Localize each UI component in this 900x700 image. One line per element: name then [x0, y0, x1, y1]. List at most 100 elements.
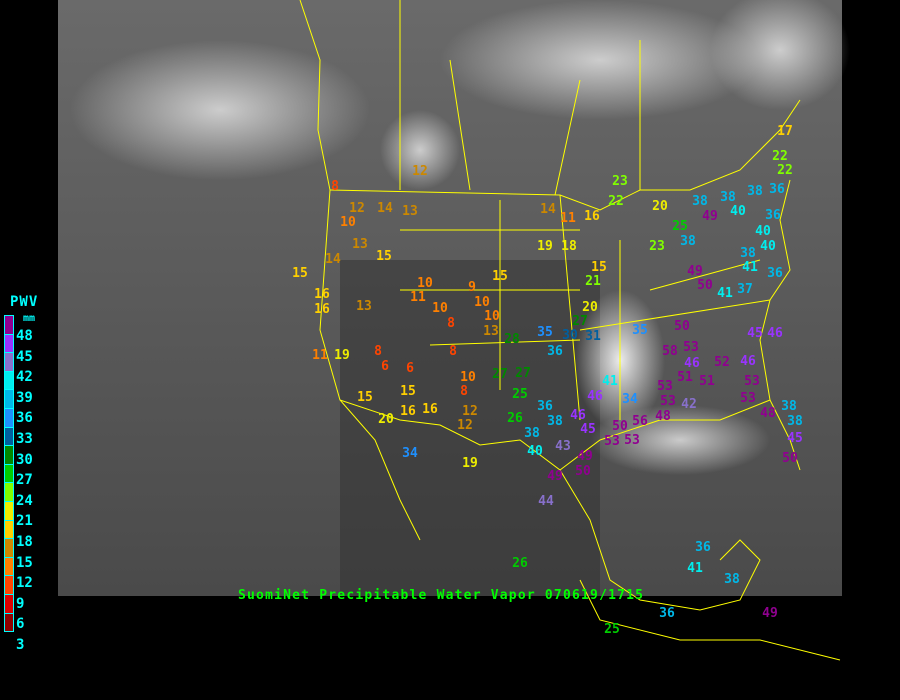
station-pwv-value: 6 [406, 361, 414, 376]
station-pwv-value: 22 [772, 149, 788, 164]
legend-label: 48 [16, 328, 33, 344]
station-pwv-value: 37 [737, 282, 753, 297]
station-pwv-value: 36 [537, 399, 553, 414]
station-pwv-value: 46 [570, 408, 586, 423]
station-pwv-value: 36 [767, 266, 783, 281]
station-pwv-value: 15 [376, 249, 392, 264]
station-pwv-value: 58 [662, 344, 678, 359]
station-pwv-value: 26 [507, 411, 523, 426]
station-pwv-value: 19 [334, 348, 350, 363]
station-pwv-value: 50 [575, 464, 591, 479]
station-pwv-value: 46 [684, 356, 700, 371]
station-pwv-value: 41 [687, 561, 703, 576]
station-pwv-value: 38 [680, 234, 696, 249]
station-pwv-value: 8 [447, 316, 455, 331]
station-pwv-value: 49 [762, 606, 778, 621]
station-pwv-value: 21 [585, 274, 601, 289]
station-pwv-value: 46 [587, 389, 603, 404]
map-title: SuomiNet Precipitable Water Vapor 070619… [238, 588, 645, 603]
station-pwv-value: 45 [747, 326, 763, 341]
legend-swatch [4, 407, 14, 428]
station-pwv-value: 16 [400, 404, 416, 419]
station-pwv-value: 35 [632, 323, 648, 338]
station-pwv-value: 52 [714, 355, 730, 370]
station-pwv-value: 19 [537, 239, 553, 254]
station-pwv-value: 8 [374, 344, 382, 359]
station-pwv-value: 49 [547, 469, 563, 484]
station-pwv-value: 36 [695, 540, 711, 555]
station-pwv-value: 45 [787, 431, 803, 446]
station-pwv-value: 48 [655, 409, 671, 424]
station-pwv-value: 12 [462, 404, 478, 419]
station-pwv-value: 44 [538, 494, 554, 509]
station-pwv-value: 34 [402, 446, 418, 461]
station-pwv-value: 40 [755, 224, 771, 239]
legend-swatch [4, 500, 14, 521]
legend-label: 18 [16, 534, 33, 550]
station-pwv-value: 15 [292, 266, 308, 281]
station-pwv-value: 51 [677, 370, 693, 385]
station-pwv-value: 15 [400, 384, 416, 399]
legend-swatch [4, 426, 14, 447]
legend-swatch [4, 556, 14, 577]
station-pwv-value: 38 [692, 194, 708, 209]
station-pwv-value: 10 [340, 215, 356, 230]
legend-swatch [4, 593, 14, 614]
station-pwv-value: 13 [352, 237, 368, 252]
station-pwv-value: 11 [560, 211, 576, 226]
station-pwv-value: 14 [377, 201, 393, 216]
station-pwv-value: 53 [744, 374, 760, 389]
legend-label: 42 [16, 369, 33, 386]
legend-swatch [4, 389, 14, 409]
station-pwv-value: 10 [417, 276, 433, 291]
station-pwv-value: 27 [515, 366, 531, 381]
station-pwv-value: 53 [660, 394, 676, 409]
station-pwv-value: 41 [717, 286, 733, 301]
legend-label: 36 [16, 410, 33, 427]
legend-swatch [4, 575, 14, 595]
legend-label: 33 [16, 431, 33, 447]
station-pwv-value: 42 [681, 397, 697, 412]
station-pwv-value: 50 [612, 419, 628, 434]
station-pwv-value: 6 [381, 359, 389, 374]
station-pwv-value: 53 [657, 379, 673, 394]
station-pwv-value: 25 [672, 219, 688, 234]
legend-colorbar [4, 315, 14, 633]
station-pwv-value: 48 [760, 406, 776, 421]
legend-label: 30 [16, 451, 33, 468]
legend-label: 12 [16, 575, 33, 592]
station-pwv-value: 49 [702, 209, 718, 224]
station-pwv-value: 38 [524, 426, 540, 441]
legend-swatch [4, 370, 14, 391]
legend-label: 27 [16, 472, 33, 489]
legend-swatch [4, 519, 14, 540]
station-pwv-value: 53 [604, 434, 620, 449]
station-pwv-value: 50 [782, 451, 798, 466]
station-pwv-value: 38 [787, 414, 803, 429]
station-pwv-value: 49 [687, 264, 703, 279]
station-pwv-value: 50 [674, 319, 690, 334]
station-pwv-value: 14 [325, 252, 341, 267]
station-pwv-value: 14 [540, 202, 556, 217]
legend-label: 3 [16, 637, 25, 653]
station-pwv-value: 17 [777, 124, 793, 139]
station-pwv-value: 18 [561, 239, 577, 254]
station-pwv-value: 12 [412, 164, 428, 179]
station-pwv-value: 46 [740, 354, 756, 369]
station-pwv-value: 25 [604, 622, 620, 637]
station-pwv-value: 36 [659, 606, 675, 621]
station-pwv-value: 16 [422, 402, 438, 417]
station-pwv-value: 53 [740, 391, 756, 406]
station-pwv-value: 38 [781, 399, 797, 414]
station-pwv-value: 40 [527, 444, 543, 459]
legend-swatch [4, 445, 14, 465]
station-pwv-value: 15 [591, 260, 607, 275]
station-pwv-value: 45 [580, 422, 596, 437]
station-pwv-value: 25 [512, 387, 528, 402]
station-pwv-value: 23 [649, 239, 665, 254]
boundary-lines [299, 0, 841, 661]
station-pwv-value: 49 [577, 449, 593, 464]
legend-swatch [4, 463, 14, 484]
legend-title: PWV [10, 294, 39, 310]
